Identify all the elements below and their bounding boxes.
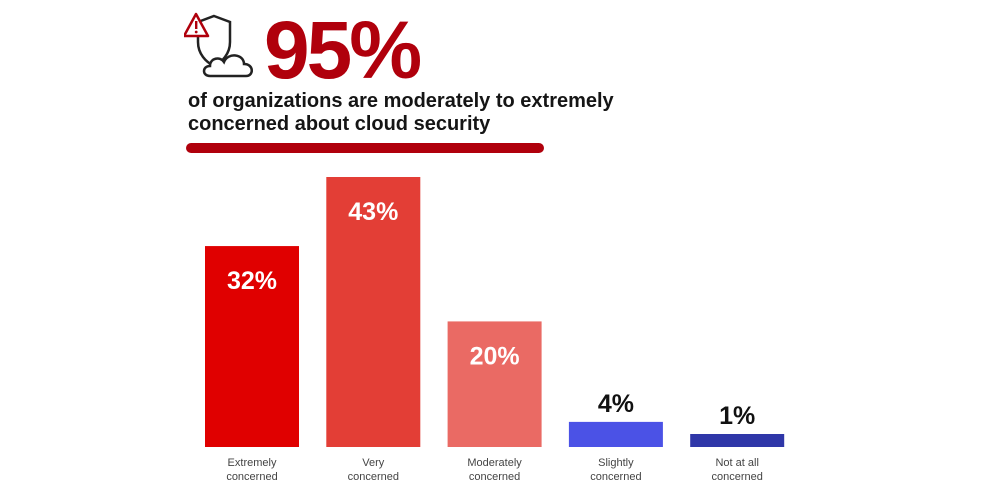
value-label: 1% bbox=[719, 402, 755, 430]
bar bbox=[205, 246, 299, 447]
category-label: Moderately bbox=[467, 457, 522, 469]
category-label: concerned bbox=[348, 471, 399, 483]
value-label: 43% bbox=[348, 198, 398, 226]
shield-warning-cloud-icon bbox=[184, 12, 253, 78]
category-label: Very bbox=[362, 457, 385, 469]
value-label: 20% bbox=[470, 342, 520, 370]
divider bbox=[186, 143, 544, 153]
category-label: concerned bbox=[226, 471, 277, 483]
headline-stat: 95% bbox=[264, 5, 422, 96]
category-label: concerned bbox=[712, 471, 763, 483]
bar bbox=[568, 421, 663, 447]
bar bbox=[326, 177, 421, 447]
category-label: Slightly bbox=[598, 457, 634, 469]
category-label: concerned bbox=[469, 471, 520, 483]
category-label: Extremely bbox=[228, 457, 277, 469]
category-label: Not at all bbox=[715, 457, 758, 469]
headline-subtitle: of organizations are moderately to extre… bbox=[188, 90, 614, 135]
category-label: concerned bbox=[590, 471, 641, 483]
bar bbox=[447, 321, 542, 447]
value-label: 4% bbox=[598, 390, 634, 418]
bar bbox=[690, 434, 785, 447]
value-label: 32% bbox=[227, 267, 277, 295]
